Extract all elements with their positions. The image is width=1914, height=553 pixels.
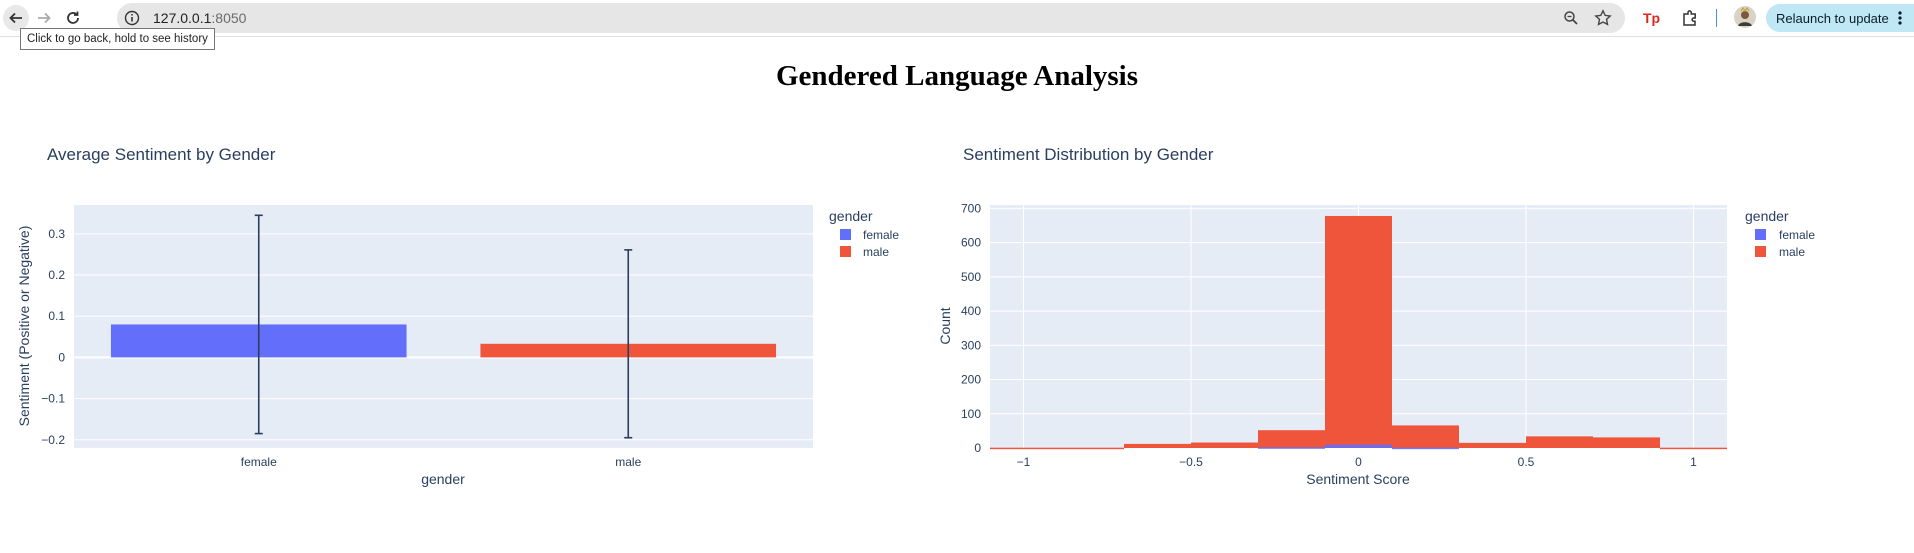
back-tooltip: Click to go back, hold to see history	[20, 28, 215, 50]
x-tick-label: −1	[1017, 455, 1031, 469]
histogram-title: Sentiment Distribution by Gender	[963, 145, 1214, 164]
reload-button[interactable]	[60, 5, 86, 31]
legend-label-male: male	[863, 245, 889, 259]
x-tick-label: −0.5	[1179, 455, 1203, 469]
histogram-legend-title: gender	[1745, 208, 1789, 224]
bar-chart-y-label: Sentiment (Positive or Negative)	[16, 226, 32, 427]
avatar-icon	[1738, 6, 1752, 26]
profile-avatar[interactable]	[1734, 6, 1756, 28]
histogram-legend[interactable]: female male	[1755, 228, 1815, 259]
arrow-left-icon	[9, 12, 22, 24]
relaunch-button[interactable]: Relaunch to update	[1766, 4, 1914, 32]
histogram-y-ticks: 0 100 200 300 400 500 600 700	[961, 201, 981, 455]
legend-label-female: female	[863, 228, 899, 242]
y-tick-label: 0.3	[48, 227, 65, 241]
bar-chart-x-ticks: female male	[241, 455, 642, 469]
svg-text:Tp: Tp	[1643, 10, 1660, 26]
histogram-bar-male	[990, 447, 1057, 450]
extension-tp-icon[interactable]: Tp	[1642, 9, 1662, 27]
arrow-right-icon	[38, 12, 51, 24]
y-tick-label: 500	[961, 270, 981, 284]
forward-button[interactable]	[31, 5, 57, 31]
y-tick-label: 300	[961, 338, 981, 352]
x-tick-label: 0.5	[1518, 455, 1535, 469]
histogram-bar-male	[1593, 437, 1660, 448]
histogram-bar-male	[1057, 447, 1124, 450]
histogram-bar-male	[1325, 215, 1392, 448]
url-text[interactable]: 127.0.0.1:8050	[153, 10, 247, 26]
histogram-x-ticks: −1 −0.5 0 0.5 1	[1017, 455, 1698, 469]
x-tick-label: 1	[1690, 455, 1697, 469]
y-tick-label: 0.1	[48, 309, 65, 323]
legend-swatch-male	[1755, 246, 1766, 257]
histogram-bar-male	[1191, 442, 1258, 448]
legend-label-male: male	[1779, 245, 1805, 259]
y-tick-label: 100	[961, 407, 981, 421]
y-tick-label: 700	[961, 201, 981, 215]
y-tick-label: 0	[58, 350, 65, 364]
extensions-puzzle-icon[interactable]	[1681, 9, 1699, 27]
y-tick-label: 600	[961, 236, 981, 250]
histogram-bar-male	[1392, 425, 1459, 448]
y-tick-label: −0.2	[41, 433, 65, 447]
bar-chart-error-bars	[254, 214, 633, 439]
histogram-bar-male	[1459, 442, 1526, 448]
bar-chart-title: Average Sentiment by Gender	[47, 145, 276, 164]
x-tick-label: male	[615, 455, 641, 469]
y-tick-label: 400	[961, 304, 981, 318]
legend-swatch-male	[840, 246, 851, 257]
zoom-icon[interactable]	[1563, 10, 1579, 26]
bar-chart-legend-title: gender	[829, 208, 873, 224]
histogram-bars[interactable]	[990, 215, 1727, 450]
browser-toolbar: 127.0.0.1:8050 Tp Relaunch to update	[0, 0, 1914, 37]
y-tick-label: 200	[961, 373, 981, 387]
bar-chart-x-label: gender	[421, 471, 465, 487]
histogram-y-label: Count	[937, 307, 953, 344]
histogram-bar-female	[1258, 447, 1325, 449]
legend-label-female: female	[1779, 228, 1815, 242]
histogram-bar-female	[1325, 444, 1392, 448]
y-tick-label: −0.1	[41, 392, 65, 406]
y-tick-label: 0.2	[48, 268, 65, 282]
x-tick-label: female	[241, 455, 277, 469]
site-info-icon[interactable]	[124, 10, 140, 26]
reload-icon	[67, 11, 79, 24]
more-vert-icon	[1898, 11, 1902, 25]
bookmark-star-icon[interactable]	[1594, 9, 1612, 27]
histogram-bar-male	[1526, 436, 1593, 448]
back-button[interactable]	[3, 5, 29, 31]
x-tick-label: 0	[1355, 455, 1362, 469]
bar-chart-legend[interactable]: female male	[840, 228, 899, 259]
histogram-bar-female	[1392, 447, 1459, 450]
histogram-bar-male	[1660, 447, 1727, 450]
page-title: Gendered Language Analysis	[775, 60, 1139, 92]
histogram-bar-male	[1124, 443, 1191, 448]
histogram-x-label: Sentiment Score	[1306, 471, 1410, 487]
address-bar[interactable]	[117, 3, 1625, 33]
legend-swatch-female	[840, 229, 851, 240]
bar-chart-y-ticks: −0.2 −0.1 0 0.1 0.2 0.3	[41, 227, 65, 447]
y-tick-label: 0	[974, 441, 981, 455]
legend-swatch-female	[1755, 229, 1766, 240]
toolbar-divider	[1716, 9, 1717, 27]
histogram-bar-male	[1258, 430, 1325, 448]
